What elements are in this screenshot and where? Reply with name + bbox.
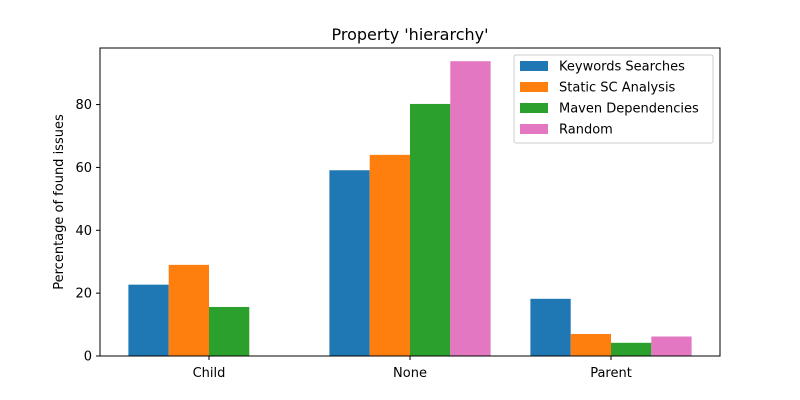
y-tick-label: 80 xyxy=(75,98,92,113)
y-axis-label: Percentage of found issues xyxy=(52,114,67,290)
y-tick-label: 0 xyxy=(84,350,92,365)
legend-swatch xyxy=(520,82,548,92)
chart-title: Property 'hierarchy' xyxy=(331,25,488,44)
legend-label: Keywords Searches xyxy=(559,60,685,75)
bar-none-series-1 xyxy=(329,170,370,356)
plot-frame xyxy=(99,47,721,357)
x-tick-label: None xyxy=(393,366,427,381)
bar-child-series-1 xyxy=(128,284,169,356)
y-axis-ticks: 0 20 40 60 80 xyxy=(75,98,100,365)
bar-parent-series-3 xyxy=(611,342,652,356)
bars-group xyxy=(128,61,692,356)
bar-child-series-2 xyxy=(168,264,209,356)
bar-none-series-3 xyxy=(410,103,451,356)
legend-label: Random xyxy=(559,123,613,138)
bar-none-series-2 xyxy=(369,154,410,356)
x-tick-label: Child xyxy=(193,366,226,381)
y-tick-label: 20 xyxy=(75,287,92,302)
legend-label: Maven Dependencies xyxy=(559,102,699,117)
bar-parent-series-4 xyxy=(651,336,692,356)
legend: Keywords Searches Static SC Analysis Maven… xyxy=(513,54,714,144)
bar-none-series-4 xyxy=(450,61,491,356)
x-tick-label: Parent xyxy=(590,366,632,381)
y-tick-label: 40 xyxy=(75,224,92,239)
bar-parent-series-2 xyxy=(570,334,611,356)
legend-swatch xyxy=(520,124,548,134)
y-tick-label: 60 xyxy=(75,161,92,176)
legend-box xyxy=(513,54,714,144)
x-axis-ticks: Child None Parent xyxy=(193,356,632,381)
legend-swatch xyxy=(520,61,548,71)
bar-child-series-3 xyxy=(209,306,250,356)
legend-swatch xyxy=(520,103,548,113)
bar-parent-series-1 xyxy=(530,298,571,356)
legend-label: Static SC Analysis xyxy=(559,81,676,96)
